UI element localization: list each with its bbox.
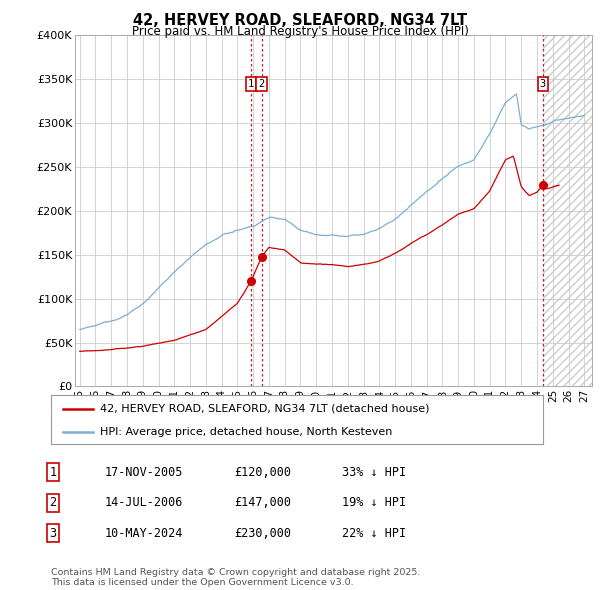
Text: Price paid vs. HM Land Registry's House Price Index (HPI): Price paid vs. HM Land Registry's House … [131,25,469,38]
Text: Contains HM Land Registry data © Crown copyright and database right 2025.
This d: Contains HM Land Registry data © Crown c… [51,568,421,587]
Text: 10-MAY-2024: 10-MAY-2024 [105,527,184,540]
Text: 42, HERVEY ROAD, SLEAFORD, NG34 7LT (detached house): 42, HERVEY ROAD, SLEAFORD, NG34 7LT (det… [100,404,430,414]
Bar [543,35,592,386]
Text: HPI: Average price, detached house, North Kesteven: HPI: Average price, detached house, Nort… [100,427,392,437]
Text: 2: 2 [259,78,265,88]
Text: £230,000: £230,000 [234,527,291,540]
Text: 33% ↓ HPI: 33% ↓ HPI [342,466,406,478]
Text: 42, HERVEY ROAD, SLEAFORD, NG34 7LT: 42, HERVEY ROAD, SLEAFORD, NG34 7LT [133,13,467,28]
Text: 22% ↓ HPI: 22% ↓ HPI [342,527,406,540]
Text: 1: 1 [248,78,254,88]
Text: 3: 3 [49,527,56,540]
Text: 1: 1 [49,466,56,478]
Text: £120,000: £120,000 [234,466,291,478]
Text: 2: 2 [49,496,56,509]
Text: 3: 3 [540,78,546,88]
Text: 19% ↓ HPI: 19% ↓ HPI [342,496,406,509]
Text: £147,000: £147,000 [234,496,291,509]
Text: 14-JUL-2006: 14-JUL-2006 [105,496,184,509]
Text: 17-NOV-2005: 17-NOV-2005 [105,466,184,478]
Bar [543,35,592,386]
